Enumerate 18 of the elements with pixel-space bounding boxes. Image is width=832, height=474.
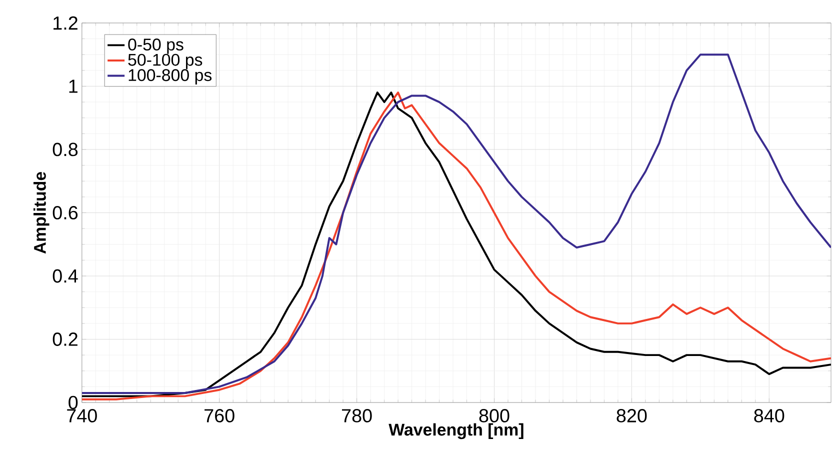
y-tick-label: 0.6 [52,206,78,220]
y-tick-label: 0.2 [52,332,78,346]
y-axis-title: Amplitude [33,172,50,254]
y-tick-label: 0 [68,396,78,410]
legend-label: 0-50 ps [128,38,184,54]
y-tick-label: 0.4 [52,269,78,282]
y-tick-label: 1 [69,80,78,93]
legend-label: 50-100 ps [128,54,202,69]
legend-label: 100-800 ps [128,68,212,84]
x-tick-label: 800 [479,408,510,422]
x-tick-label: 740 [67,408,97,422]
y-tick-label: 0.8 [52,142,78,156]
x-tick-label: 760 [204,408,234,422]
x-tick-label: 840 [754,408,784,422]
x-tick-label: 780 [342,408,372,422]
x-tick-label: 820 [616,408,647,422]
y-tick-label: 1.2 [54,16,78,30]
x-axis-title: Wavelength [nm] [388,423,524,439]
